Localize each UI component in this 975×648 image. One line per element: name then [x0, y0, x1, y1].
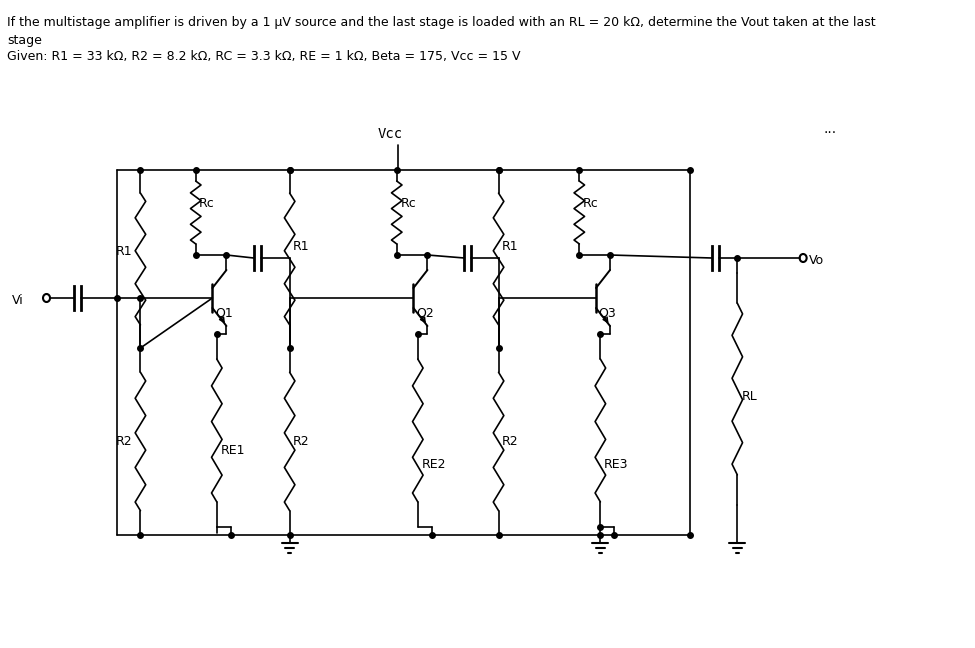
Text: RL: RL	[742, 390, 758, 403]
Text: stage: stage	[7, 34, 42, 47]
Text: RE3: RE3	[604, 458, 629, 471]
Text: ...: ...	[823, 122, 837, 136]
Text: Given: R1 = 33 kΩ, R2 = 8.2 kΩ, RC = 3.3 kΩ, RE = 1 kΩ, Beta = 175, Vcc = 15 V: Given: R1 = 33 kΩ, R2 = 8.2 kΩ, RC = 3.3…	[7, 50, 521, 63]
Text: R2: R2	[502, 435, 519, 448]
Text: RE2: RE2	[421, 458, 446, 471]
Text: Vi: Vi	[12, 294, 23, 307]
Text: Q3: Q3	[599, 306, 616, 319]
Text: Vo: Vo	[809, 254, 825, 267]
Text: R1: R1	[293, 240, 310, 253]
Text: Rc: Rc	[401, 197, 416, 210]
Text: R2: R2	[116, 435, 133, 448]
Text: Rc: Rc	[583, 197, 599, 210]
Text: R1: R1	[116, 245, 133, 258]
Text: Q1: Q1	[215, 306, 233, 319]
Text: If the multistage amplifier is driven by a 1 μV source and the last stage is loa: If the multistage amplifier is driven by…	[7, 16, 876, 29]
Text: Q2: Q2	[416, 306, 434, 319]
Text: Rc: Rc	[199, 197, 215, 210]
Text: RE1: RE1	[220, 444, 245, 457]
Text: R1: R1	[502, 240, 519, 253]
Text: Vcc: Vcc	[377, 127, 403, 141]
Text: R2: R2	[293, 435, 310, 448]
